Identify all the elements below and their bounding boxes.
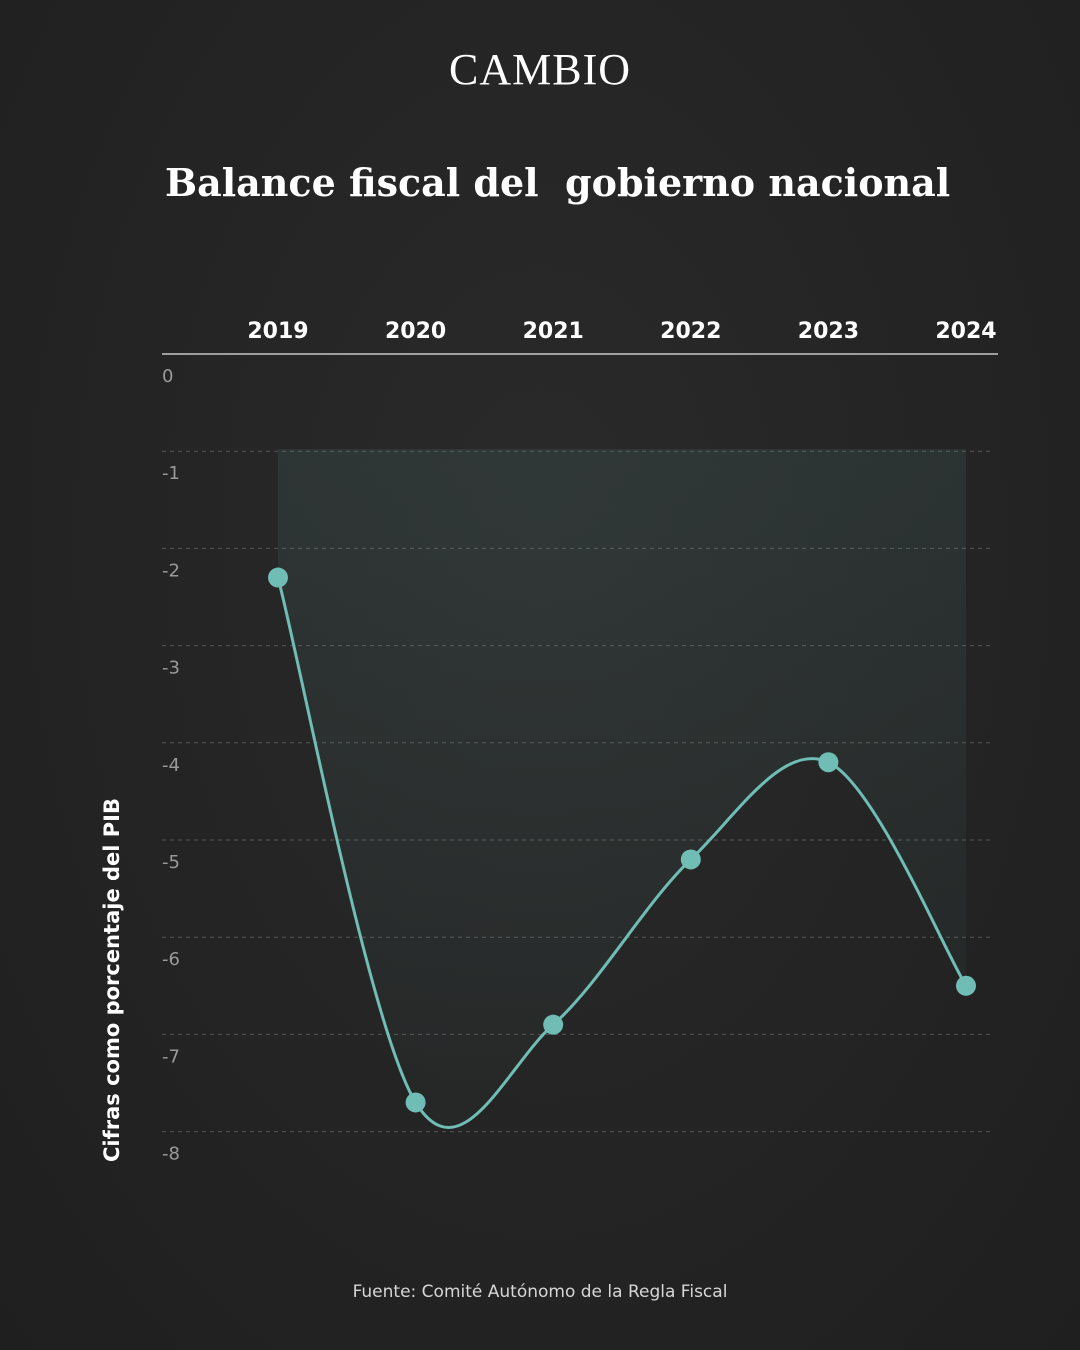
y-tick-label: -6 (162, 949, 180, 970)
y-tick-label: -7 (162, 1046, 180, 1067)
y-tick-label: -3 (162, 658, 180, 679)
source-note: Fuente: Comité Autónomo de la Regla Fisc… (352, 1282, 728, 1302)
data-point (268, 567, 288, 588)
x-tick-label: 2021 (523, 319, 584, 344)
data-point (956, 975, 976, 996)
data-point (818, 752, 839, 773)
x-tick-label: 2019 (247, 319, 308, 344)
chart-title: Balance fiscal del gobierno nacional (165, 160, 951, 205)
y-tick-label: -1 (162, 463, 180, 484)
x-tick-label: 2024 (935, 319, 996, 344)
series-area (278, 449, 966, 1128)
x-tick-label: 2023 (798, 319, 859, 344)
y-axis-label: Cifras como porcentaje del PIB (100, 798, 124, 1162)
x-tick-label: 2022 (660, 319, 721, 344)
y-tick-label: -8 (162, 1144, 180, 1165)
brand-logo: CAMBIO (448, 45, 632, 94)
data-point (680, 849, 701, 870)
y-tick-label: -5 (162, 852, 180, 873)
y-tick-label: 0 (162, 366, 173, 387)
data-point (543, 1014, 564, 1035)
data-point (405, 1092, 426, 1113)
y-tick-label: -4 (162, 755, 180, 776)
x-tick-label: 2020 (385, 319, 446, 344)
y-tick-label: -2 (162, 560, 180, 581)
series-line (276, 577, 968, 1129)
